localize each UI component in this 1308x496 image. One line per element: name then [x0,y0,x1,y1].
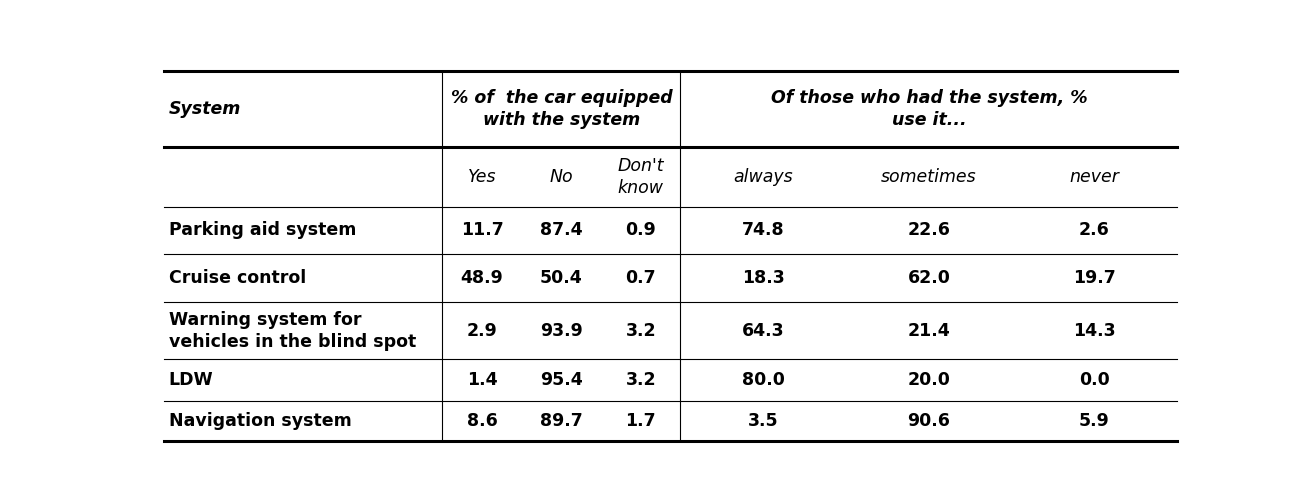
Text: 0.0: 0.0 [1079,372,1109,389]
Text: 48.9: 48.9 [460,269,504,287]
Text: 14.3: 14.3 [1073,322,1116,340]
Text: System: System [169,100,241,118]
Text: 90.6: 90.6 [908,412,951,431]
Text: 80.0: 80.0 [742,372,785,389]
Text: 95.4: 95.4 [540,372,583,389]
Text: Cruise control: Cruise control [169,269,306,287]
Text: 8.6: 8.6 [467,412,497,431]
Text: 1.4: 1.4 [467,372,497,389]
Text: 20.0: 20.0 [908,372,951,389]
Text: 74.8: 74.8 [742,221,785,240]
Text: Parking aid system: Parking aid system [169,221,356,240]
Text: 87.4: 87.4 [540,221,582,240]
Text: 19.7: 19.7 [1073,269,1116,287]
Text: LDW: LDW [169,372,213,389]
Text: Of those who had the system, %
use it...: Of those who had the system, % use it... [770,89,1087,129]
Text: sometimes: sometimes [882,168,977,186]
Text: Warning system for
vehicles in the blind spot: Warning system for vehicles in the blind… [169,310,416,351]
Text: 5.9: 5.9 [1079,412,1109,431]
Text: 2.6: 2.6 [1079,221,1109,240]
Text: always: always [734,168,793,186]
Text: 3.5: 3.5 [748,412,778,431]
Text: never: never [1070,168,1120,186]
Text: 18.3: 18.3 [742,269,785,287]
Text: 1.7: 1.7 [625,412,657,431]
Text: 2.9: 2.9 [467,322,497,340]
Text: 93.9: 93.9 [540,322,583,340]
Text: Yes: Yes [468,168,496,186]
Text: 21.4: 21.4 [908,322,950,340]
Text: 62.0: 62.0 [908,269,951,287]
Text: No: No [549,168,573,186]
Text: 3.2: 3.2 [625,322,657,340]
Text: 64.3: 64.3 [742,322,785,340]
Text: 0.9: 0.9 [625,221,657,240]
Text: 89.7: 89.7 [540,412,583,431]
Text: % of  the car equipped
with the system: % of the car equipped with the system [450,89,672,129]
Text: Navigation system: Navigation system [169,412,352,431]
Text: 11.7: 11.7 [460,221,504,240]
Text: Don't
know: Don't know [617,157,664,197]
Text: 3.2: 3.2 [625,372,657,389]
Text: 0.7: 0.7 [625,269,657,287]
Text: 22.6: 22.6 [908,221,951,240]
Text: 50.4: 50.4 [540,269,583,287]
